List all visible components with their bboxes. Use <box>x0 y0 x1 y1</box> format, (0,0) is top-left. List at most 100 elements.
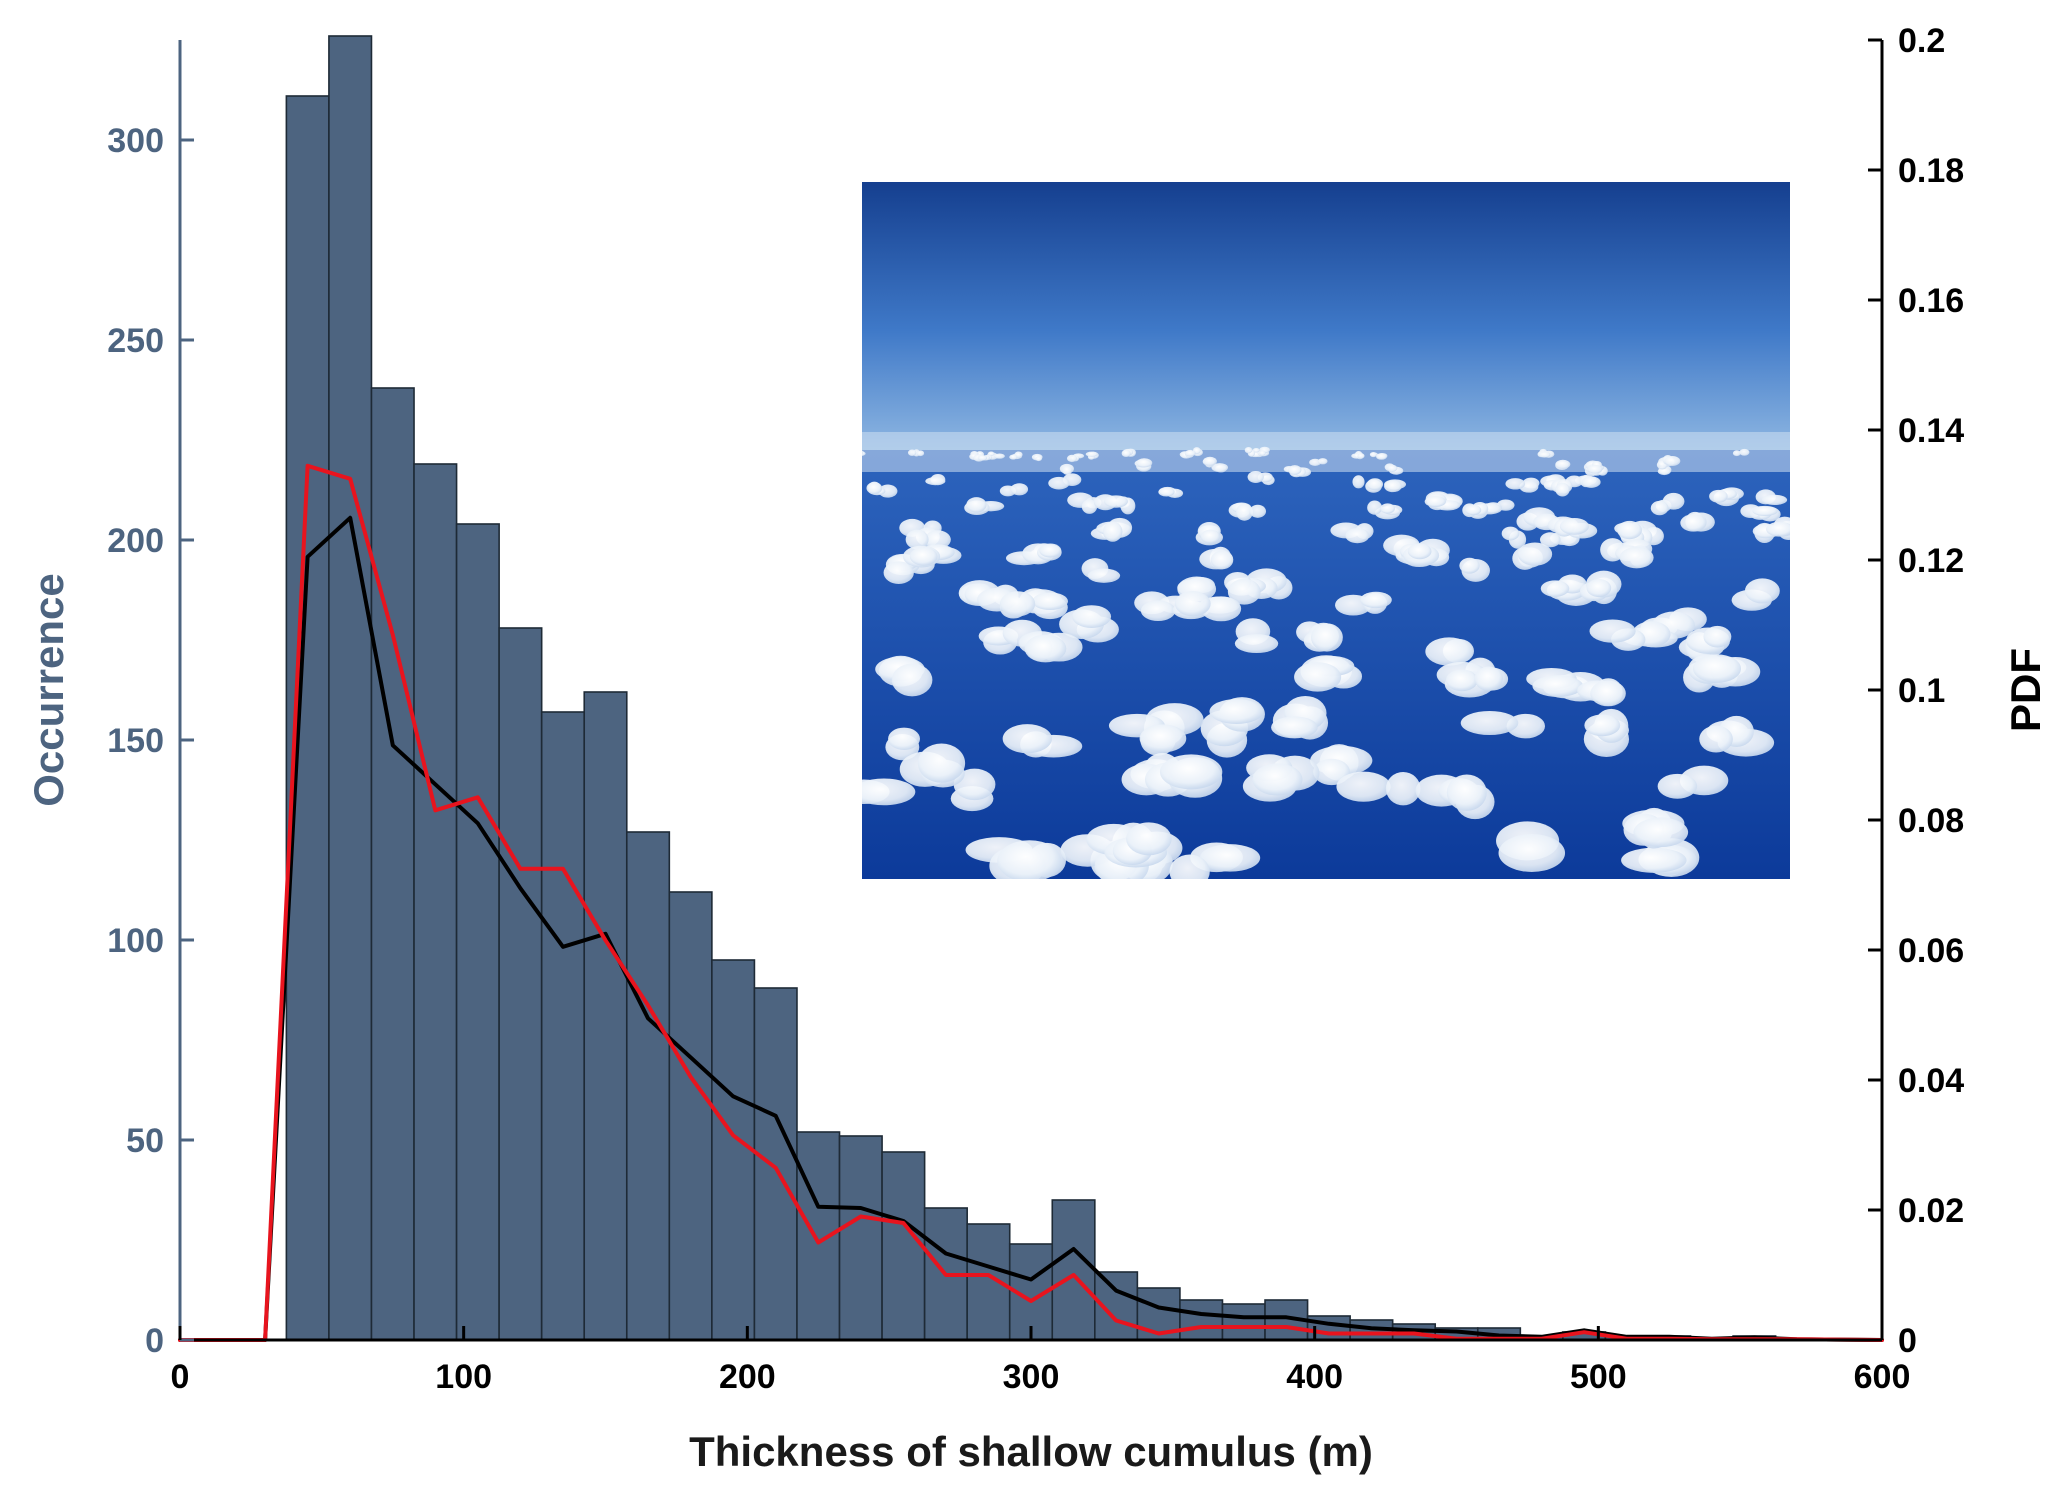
cloud-puff <box>1462 501 1489 519</box>
cloud-puff <box>1335 591 1392 616</box>
cloud-puff <box>1202 456 1217 468</box>
cloud-puff <box>1577 678 1626 707</box>
cloud-puff <box>1351 451 1365 460</box>
cloud-puff <box>1139 724 1187 756</box>
cloud-puff <box>1699 715 1775 757</box>
cloud-puff <box>1336 771 1421 806</box>
y-tick-label: 150 <box>107 722 164 760</box>
cloud-puff <box>1709 487 1744 507</box>
cloud-puff <box>1678 625 1732 662</box>
cloud-puff <box>1019 588 1068 620</box>
histogram-bar <box>285 95 330 1341</box>
cloud-puff <box>1330 522 1374 544</box>
cloud-puff <box>1234 618 1279 654</box>
cloud-puff <box>1199 546 1234 570</box>
y2-tick-label: 0.04 <box>1898 1062 1964 1100</box>
pdf-lines <box>178 463 1884 1342</box>
cloud-puff <box>1537 448 1555 458</box>
cloud-puff <box>1384 479 1407 493</box>
cloud-puff <box>1656 455 1681 470</box>
cloud-puff <box>925 473 946 486</box>
cloud-puff <box>1555 459 1571 471</box>
y2-tick-label: 0.06 <box>1898 932 1964 970</box>
y2-tick-label: 0.16 <box>1898 282 1964 320</box>
x-tick-label: 400 <box>1286 1358 1343 1396</box>
cloud-puff <box>1352 475 1384 493</box>
y2-tick-label: 0 <box>1898 1322 1917 1360</box>
cloud-puff <box>1228 502 1267 521</box>
cloud-puff <box>1622 807 1689 849</box>
cloud-puff <box>875 655 933 697</box>
cloud-puff <box>1615 545 1654 569</box>
histogram-bar <box>328 35 373 1341</box>
cloud-puff <box>964 497 1005 516</box>
cloud-puff <box>1585 460 1604 474</box>
histogram-bar <box>711 959 756 1341</box>
cloud-puff <box>1031 453 1043 462</box>
inset-clouds <box>862 432 1790 879</box>
cloud-puff <box>1399 543 1440 566</box>
cloud-puff <box>1209 697 1265 732</box>
cloud-puff <box>1547 516 1598 539</box>
cloud-puff <box>986 451 1005 460</box>
cloud-puff <box>1424 493 1461 511</box>
histogram-bar <box>753 987 798 1341</box>
cloud-puff <box>1369 451 1388 460</box>
y-tick-label: 250 <box>107 322 164 360</box>
cloud-puff <box>1425 637 1474 666</box>
cloud-puff <box>1540 574 1596 606</box>
x-tick-label: 300 <box>1003 1358 1060 1396</box>
cloud-puff <box>1002 724 1083 758</box>
cloud-puff <box>965 837 1067 879</box>
y-tick-label: 200 <box>107 522 164 560</box>
histogram-bar <box>583 691 628 1341</box>
x-tick-label: 600 <box>1854 1358 1911 1396</box>
x-tick-label: 0 <box>171 1358 190 1396</box>
cloud-puff <box>1018 631 1083 663</box>
histogram-bar <box>1179 1299 1224 1341</box>
cloud-puff <box>1579 570 1622 605</box>
cloud-puff <box>1169 842 1261 879</box>
histogram-bars <box>285 35 1777 1341</box>
y2-tick-label: 0.2 <box>1898 22 1945 60</box>
cloud-puff <box>1252 446 1271 457</box>
x-tick-label: 200 <box>719 1358 776 1396</box>
x-tick-label: 100 <box>435 1358 492 1396</box>
cloud-puff <box>1584 708 1629 743</box>
histogram-bar <box>881 1151 926 1341</box>
cloud-puff <box>1310 744 1373 786</box>
cloud-puff <box>1244 446 1256 457</box>
cloud-puff <box>1543 479 1573 497</box>
cloud-puff <box>1650 492 1685 516</box>
cloud-puff <box>1048 473 1082 490</box>
cloud-puff <box>1081 558 1121 583</box>
cloud-puff <box>862 450 866 457</box>
cloud-puff <box>1009 451 1023 460</box>
cloud-puff <box>1693 654 1761 687</box>
cloud-puff <box>1496 821 1566 872</box>
histogram-bar <box>625 831 671 1341</box>
cloud-puff <box>1309 458 1328 466</box>
cloud-puff <box>1134 458 1153 472</box>
x-tick-label: 500 <box>1570 1358 1627 1396</box>
ticks: 0 50 100 150 200 250 300 0 0.02 0.04 0.06 0.08 0.1 0.… <box>107 22 1964 1396</box>
cloud-puff <box>1589 619 1646 651</box>
cloud-puff <box>1211 463 1229 473</box>
cloud-puff <box>1415 774 1495 820</box>
cloud-puff <box>1505 477 1540 493</box>
cloud-puff <box>1731 578 1780 611</box>
y2-axis-title: PDF <box>2002 648 2049 732</box>
histogram-bar <box>498 627 543 1341</box>
histogram-bar <box>455 523 500 1341</box>
histogram-bar <box>1051 1199 1096 1341</box>
cloud-puff <box>1195 521 1223 546</box>
inset-sky <box>862 182 1790 452</box>
cloud-puff <box>1766 516 1790 537</box>
cloud-puff <box>1512 542 1553 570</box>
y2-tick-label: 0.08 <box>1898 802 1964 840</box>
cloud-puff <box>1085 451 1099 460</box>
y2-tick-label: 0.14 <box>1898 412 1964 450</box>
cloud-puff <box>1459 557 1490 582</box>
cloud-puff <box>1367 500 1403 520</box>
